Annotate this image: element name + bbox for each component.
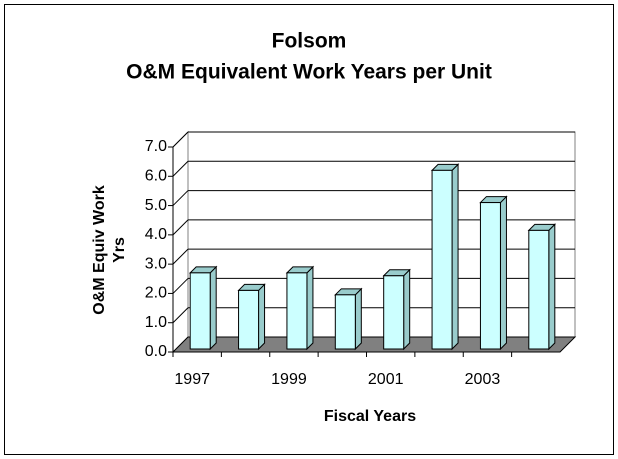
bar-side — [499, 195, 507, 351]
bar-side — [209, 265, 217, 351]
x-tick-label: 2001 — [368, 371, 404, 388]
bar-side — [403, 268, 411, 351]
y-tick-label: 1.0 — [145, 314, 167, 331]
bar — [528, 229, 550, 350]
bar — [189, 272, 211, 350]
bar — [431, 169, 453, 350]
chart-title: O&M Equivalent Work Years per Unit — [126, 61, 492, 84]
grid-line — [172, 160, 189, 177]
chart-title: Folsom — [272, 30, 347, 53]
side-wall — [172, 130, 189, 354]
bar — [479, 202, 501, 350]
x-axis-label: Fiscal Years — [324, 408, 416, 425]
y-tick-label: 7.0 — [145, 138, 167, 155]
grid-line — [172, 131, 189, 148]
grid-line — [172, 248, 189, 265]
bar-side — [451, 163, 459, 351]
x-tick-label: 1997 — [174, 371, 210, 388]
bar — [286, 272, 308, 350]
y-tick-label: 0.0 — [145, 343, 167, 360]
floor — [171, 336, 577, 353]
grid-line — [172, 278, 189, 294]
x-tick-label: 1999 — [271, 371, 307, 388]
bar-side — [306, 265, 314, 351]
grid-line — [172, 307, 189, 324]
bar-side — [354, 287, 362, 351]
bar — [334, 294, 356, 350]
bar-side — [258, 283, 266, 351]
x-tick-label: 2003 — [465, 371, 501, 388]
y-tick-label: 6.0 — [145, 168, 167, 185]
grid-line — [172, 190, 189, 206]
y-tick-label: 2.0 — [145, 285, 167, 302]
bar — [383, 275, 405, 350]
y-axis-label: O&M Equiv Work — [91, 185, 108, 315]
y-axis-label: Yrs — [111, 237, 128, 263]
grid-line — [172, 219, 189, 236]
y-tick-label: 5.0 — [145, 197, 167, 214]
y-tick-label: 3.0 — [145, 255, 167, 272]
bar — [238, 289, 260, 350]
y-tick-label: 4.0 — [145, 226, 167, 243]
bar-side — [548, 223, 556, 351]
